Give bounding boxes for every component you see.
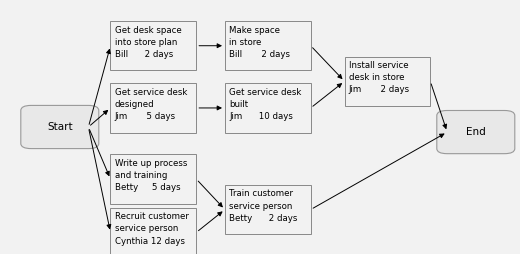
FancyBboxPatch shape <box>110 154 197 204</box>
FancyBboxPatch shape <box>225 21 311 71</box>
Text: Get service desk
built
Jim      10 days: Get service desk built Jim 10 days <box>229 88 302 121</box>
Text: Recruit customer
service person
Cynthia 12 days: Recruit customer service person Cynthia … <box>114 212 189 246</box>
Text: End: End <box>466 127 486 137</box>
Text: Get desk space
into store plan
Bill      2 days: Get desk space into store plan Bill 2 da… <box>114 26 181 59</box>
Text: Write up process
and training
Betty     5 days: Write up process and training Betty 5 da… <box>114 159 187 192</box>
FancyBboxPatch shape <box>225 185 311 234</box>
Text: Make space
in store
Bill       2 days: Make space in store Bill 2 days <box>229 26 290 59</box>
Text: Install service
desk in store
Jim       2 days: Install service desk in store Jim 2 days <box>348 61 410 94</box>
FancyBboxPatch shape <box>21 105 99 149</box>
FancyBboxPatch shape <box>437 110 515 154</box>
Text: Start: Start <box>47 122 73 132</box>
Text: Get service desk
designed
Jim       5 days: Get service desk designed Jim 5 days <box>114 88 187 121</box>
FancyBboxPatch shape <box>110 208 197 254</box>
Text: Train customer
service person
Betty      2 days: Train customer service person Betty 2 da… <box>229 189 297 223</box>
FancyBboxPatch shape <box>110 21 197 71</box>
FancyBboxPatch shape <box>345 56 431 106</box>
FancyBboxPatch shape <box>225 83 311 133</box>
FancyBboxPatch shape <box>110 83 197 133</box>
